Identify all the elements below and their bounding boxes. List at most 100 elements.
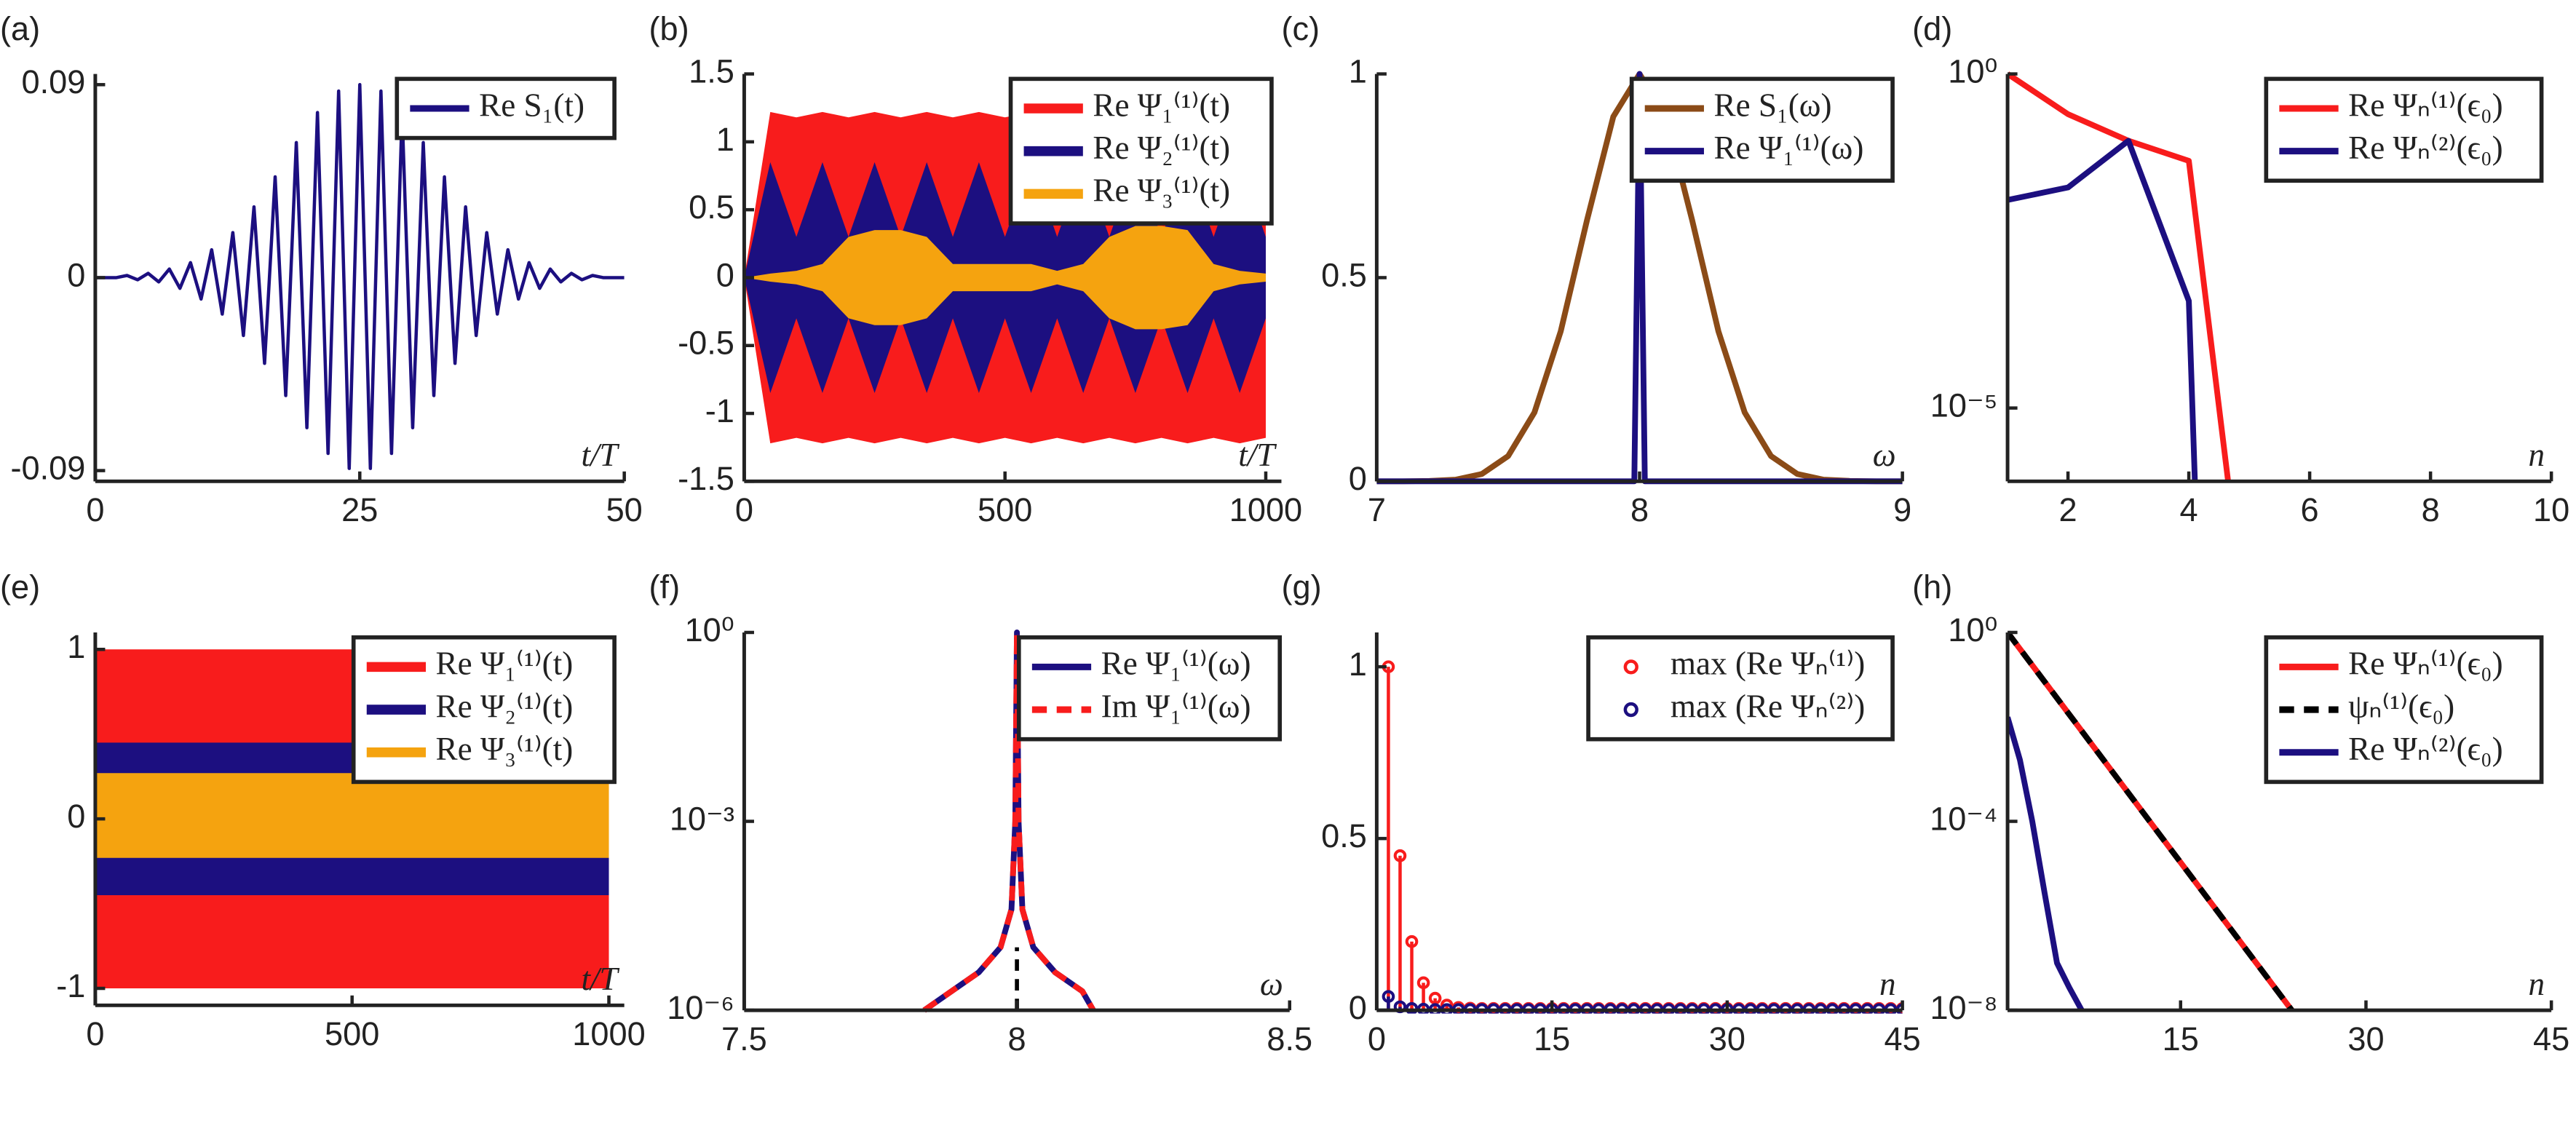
line xyxy=(2008,138,2198,482)
panel-label: (f) xyxy=(649,568,681,606)
legend-label: Re Ψ₁⁽¹⁾(ω) xyxy=(1101,646,1251,682)
legend-label: Re Ψ₂⁽¹⁾(t) xyxy=(436,688,574,724)
legend-label: Re Ψₙ⁽²⁾(ϵ₀) xyxy=(2348,130,2502,166)
x-axis-label: ω xyxy=(1873,437,1896,473)
y-tick-label: 10⁻³ xyxy=(670,800,734,837)
y-tick-label: 0 xyxy=(67,256,85,293)
legend-label: Im Ψ₁⁽¹⁾(ω) xyxy=(1101,688,1251,724)
x-tick-label: 15 xyxy=(1534,1020,1570,1057)
y-tick-label: 1 xyxy=(716,121,734,158)
panel-label: (b) xyxy=(649,10,689,47)
x-tick-label: 10 xyxy=(2533,491,2569,528)
x-tick-label: 0 xyxy=(1368,1020,1386,1057)
plot-area xyxy=(922,630,1096,1013)
y-tick-label: -1 xyxy=(56,967,85,1004)
y-tick-label: 10⁰ xyxy=(685,611,734,648)
legend-label: Re Ψ₃⁽¹⁾(t) xyxy=(436,731,574,767)
x-tick-label: 8 xyxy=(2422,491,2440,528)
x-axis-label: t/T xyxy=(581,961,619,997)
legend-label: Re Ψₙ⁽¹⁾(ϵ₀) xyxy=(2348,646,2502,682)
plot-area xyxy=(95,83,625,470)
stem-marker xyxy=(1393,849,1407,862)
x-tick-label: 8 xyxy=(1630,491,1649,528)
x-tick-label: 9 xyxy=(1893,491,1911,528)
panel-label: (h) xyxy=(1912,568,1952,606)
legend-box xyxy=(1629,76,1895,183)
y-tick-label: 0 xyxy=(716,256,734,293)
legend-label: Re Ψ₁⁽¹⁾(ω) xyxy=(1714,130,1864,166)
x-tick-label: 8 xyxy=(1008,1020,1026,1057)
legend-marker xyxy=(1623,702,1638,718)
panel: (f) 10⁻⁶ 10⁻³ 10⁰ 7.5 8 8.5 ω Re Ψ₁⁽¹⁾(ω) Im Ψ₁⁽¹… xyxy=(649,568,1313,1057)
y-tick-label: 1 xyxy=(1349,646,1367,683)
legend-marker xyxy=(1623,659,1638,675)
plot-area xyxy=(2008,71,2231,482)
legend-label: Re S₁(ω) xyxy=(1714,87,1832,123)
y-tick-label: 10⁻⁵ xyxy=(1930,387,1998,424)
line xyxy=(95,83,625,470)
line xyxy=(922,630,1096,1013)
legend-label: ψₙ⁽¹⁾(ϵ₀) xyxy=(2348,688,2454,724)
area xyxy=(95,773,609,858)
legend-label: Re Ψ₁⁽¹⁾(t) xyxy=(436,646,574,682)
y-tick-label: 10⁻⁶ xyxy=(667,989,734,1026)
y-tick-label: 1.5 xyxy=(689,53,734,90)
x-tick-label: 45 xyxy=(1885,1020,1921,1057)
plot-area xyxy=(2008,630,2294,1012)
area xyxy=(744,226,1266,330)
y-tick-label: -0.5 xyxy=(678,325,734,362)
y-tick-label: -0.09 xyxy=(11,450,86,487)
x-axis-label: t/T xyxy=(581,437,619,473)
y-tick-label: 0 xyxy=(67,798,85,835)
y-tick-label: 1 xyxy=(1349,53,1367,90)
panel: (d) 10⁰ 10⁻⁵ 2 4 6 8 10 n Re Ψₙ⁽¹⁾(ϵ₀) Re Ψₙ⁽²⁾(ϵ₀… xyxy=(1912,10,2569,528)
legend-label: Re S₁(t) xyxy=(479,87,584,123)
panel: (c) 0 0.5 1 7 8 9 ω Re S₁(ω) Re Ψ₁⁽¹⁾(ω) xyxy=(1281,10,1911,528)
legend-label: Re Ψ₁⁽¹⁾(t) xyxy=(1093,87,1230,123)
y-tick-label: 10⁰ xyxy=(1948,53,1997,90)
x-tick-label: 1000 xyxy=(572,1015,645,1052)
y-tick-label: 10⁻⁸ xyxy=(1930,989,1997,1026)
panel: (h) 10⁻⁸ 10⁻⁴ 10⁰ 15 30 45 n Re Ψₙ⁽¹⁾(ϵ₀) ψₙ⁽¹⁾(ϵ… xyxy=(1912,568,2569,1057)
x-tick-label: 7.5 xyxy=(721,1020,767,1057)
x-tick-label: 45 xyxy=(2533,1020,2569,1057)
x-axis-label: n xyxy=(2529,966,2545,1002)
y-tick-label: 0 xyxy=(1349,460,1367,497)
y-tick-label: 0.09 xyxy=(22,63,86,100)
x-tick-label: 0 xyxy=(86,491,104,528)
stem-marker xyxy=(1428,991,1442,1005)
x-tick-label: 30 xyxy=(1709,1020,1745,1057)
x-axis-label: ω xyxy=(1260,966,1283,1002)
x-tick-label: 50 xyxy=(606,491,643,528)
x-tick-label: 0 xyxy=(86,1015,104,1052)
x-tick-label: 7 xyxy=(1368,491,1386,528)
panel-label: (d) xyxy=(1912,10,1952,47)
legend-box xyxy=(1586,635,1895,742)
x-tick-label: 25 xyxy=(341,491,378,528)
line xyxy=(2008,630,2294,1012)
x-tick-label: 4 xyxy=(2180,491,2198,528)
x-tick-label: 15 xyxy=(2163,1020,2199,1057)
legend-label: max (Re Ψₙ⁽¹⁾) xyxy=(1671,646,1865,682)
x-axis-label: n xyxy=(2529,437,2545,473)
x-axis-label: t/T xyxy=(1238,437,1277,473)
panel-label: (g) xyxy=(1281,568,1321,606)
y-tick-label: 0.5 xyxy=(689,188,734,226)
y-tick-label: 10⁰ xyxy=(1948,611,1997,648)
legend-label: Re Ψₙ⁽²⁾(ϵ₀) xyxy=(2348,731,2502,767)
y-tick-label: 1 xyxy=(67,628,85,665)
x-tick-label: 8.5 xyxy=(1267,1020,1312,1057)
panel-label: (a) xyxy=(0,10,40,47)
stem-marker xyxy=(1382,990,1395,1004)
y-tick-label: -1 xyxy=(705,392,734,429)
x-tick-label: 0 xyxy=(735,491,753,528)
x-tick-label: 500 xyxy=(978,491,1032,528)
legend-label: Re Ψ₂⁽¹⁾(t) xyxy=(1093,130,1230,166)
panel: (g) 0 0.5 1 0 15 30 45 n max (Re Ψₙ⁽¹⁾) max (Re Ψₙ… xyxy=(1281,568,1920,1057)
legend-box xyxy=(1016,635,1283,742)
panel-label: (c) xyxy=(1281,10,1320,47)
x-tick-label: 1000 xyxy=(1229,491,1302,528)
